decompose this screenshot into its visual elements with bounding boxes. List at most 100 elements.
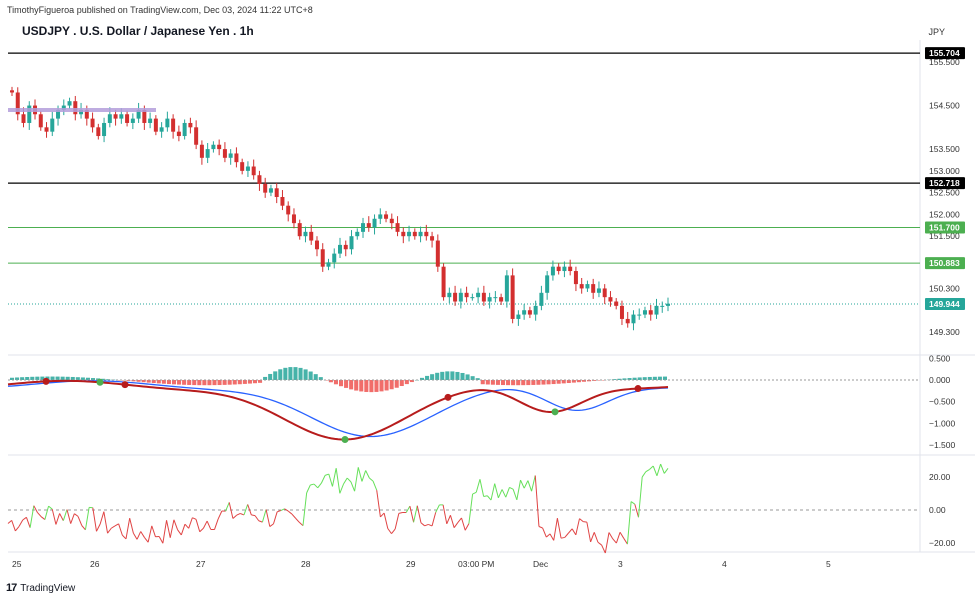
tradingview-logo-icon: 17 — [6, 582, 17, 594]
candle-body — [280, 197, 285, 206]
candle-body — [418, 231, 423, 237]
macd-cross-marker — [634, 385, 642, 393]
macd-histogram-bar — [344, 380, 349, 388]
time-axis-label: Dec — [533, 559, 549, 569]
candle-body — [625, 318, 630, 324]
macd-histogram-bar — [662, 376, 667, 380]
price-tag-label: 152.718 — [929, 178, 960, 188]
osc-line-segment — [18, 519, 24, 527]
osc-line-segment — [553, 518, 558, 541]
osc-line-segment — [608, 532, 614, 539]
osc-line-segment — [184, 523, 190, 529]
osc-line-segment — [464, 523, 470, 531]
macd-cross-marker — [96, 378, 104, 386]
macd-histogram-bar — [182, 380, 187, 385]
osc-line-segment — [391, 528, 396, 534]
osc-line-segment — [320, 475, 326, 484]
osc-line-segment — [92, 507, 97, 532]
candle-body — [113, 114, 118, 119]
macd-histogram-bar — [384, 380, 389, 391]
osc-line-segment — [158, 536, 164, 544]
osc-line-segment — [37, 512, 42, 518]
tradingview-logo-text: TradingView — [20, 582, 76, 594]
osc-line-segment — [121, 534, 127, 540]
tradingview-logo[interactable]: 17 TradingView — [6, 582, 75, 594]
time-axis-label: 25 — [12, 559, 22, 569]
osc-axis-label: 0.00 — [929, 505, 946, 515]
candle-body — [320, 249, 325, 267]
macd-histogram-bar — [485, 380, 490, 385]
osc-line-segment — [195, 519, 201, 532]
macd-histogram-bar — [592, 380, 597, 381]
macd-histogram-bar — [187, 380, 192, 385]
macd-histogram-bar — [85, 377, 90, 380]
macd-histogram-bar — [394, 380, 399, 388]
osc-line-segment — [11, 520, 16, 532]
price-axis-label: 153.000 — [929, 166, 960, 176]
osc-line-segment — [630, 501, 636, 505]
macd-histogram-bar — [652, 376, 657, 380]
macd-histogram-bar — [359, 380, 364, 392]
macd-histogram-bar — [65, 376, 70, 380]
osc-line-segment — [272, 511, 278, 525]
price-tag — [925, 297, 965, 310]
osc-line-segment — [405, 505, 411, 513]
candle-body — [447, 292, 452, 298]
candle-body — [263, 183, 268, 193]
candle-body — [602, 288, 607, 298]
osc-line-segment — [144, 537, 149, 543]
osc-line-segment — [254, 515, 260, 522]
osc-line-segment — [501, 489, 507, 498]
osc-line-segment — [431, 512, 437, 527]
candle-body — [309, 231, 314, 241]
macd-histogram-bar — [121, 380, 126, 381]
macd-histogram-bar — [313, 374, 318, 380]
macd-histogram-bar — [490, 380, 495, 385]
osc-line-segment — [151, 525, 156, 537]
macd-histogram-bar — [445, 371, 450, 380]
osc-line-segment — [483, 495, 488, 497]
osc-line-segment — [601, 544, 606, 554]
osc-line-segment — [339, 483, 344, 494]
candle-body — [21, 114, 26, 123]
osc-line-segment — [48, 505, 53, 510]
candle-body — [568, 266, 573, 272]
macd-histogram-bar — [516, 380, 521, 386]
osc-line-segment — [442, 504, 448, 524]
candle-body — [130, 118, 135, 123]
range-highlight — [8, 108, 156, 112]
candle-body — [435, 240, 440, 267]
macd-histogram-bar — [561, 380, 566, 384]
macd-histogram-bar — [252, 380, 258, 384]
osc-line-segment — [479, 479, 485, 497]
osc-line-segment — [251, 514, 256, 517]
osc-line-segment — [453, 522, 459, 528]
osc-line-segment — [449, 515, 455, 528]
macd-histogram-bar — [339, 380, 344, 387]
macd-histogram-bar — [612, 379, 617, 380]
osc-line-segment — [656, 463, 662, 476]
candle-body — [56, 109, 61, 119]
candle-body — [637, 314, 642, 316]
macd-histogram-bar — [551, 380, 556, 385]
osc-line-segment — [107, 527, 112, 534]
osc-line-segment — [365, 470, 370, 479]
macd-histogram-bar — [475, 378, 480, 380]
osc-line-segment — [376, 490, 381, 518]
osc-line-segment — [129, 518, 134, 534]
osc-line-segment — [394, 513, 400, 530]
osc-line-segment — [324, 473, 329, 476]
osc-axis-label: −20.00 — [929, 538, 956, 548]
osc-line-segment — [542, 527, 547, 538]
osc-line-segment — [70, 513, 75, 524]
time-axis-label: 5 — [826, 559, 831, 569]
osc-line-segment — [357, 467, 363, 482]
osc-line-segment — [435, 504, 440, 513]
macd-histogram-bar — [90, 378, 96, 380]
osc-line-segment — [96, 523, 101, 532]
osc-line-segment — [549, 533, 555, 541]
macd-histogram-bar — [232, 380, 237, 385]
macd-histogram-bar — [536, 380, 541, 385]
osc-line-segment — [269, 523, 274, 527]
